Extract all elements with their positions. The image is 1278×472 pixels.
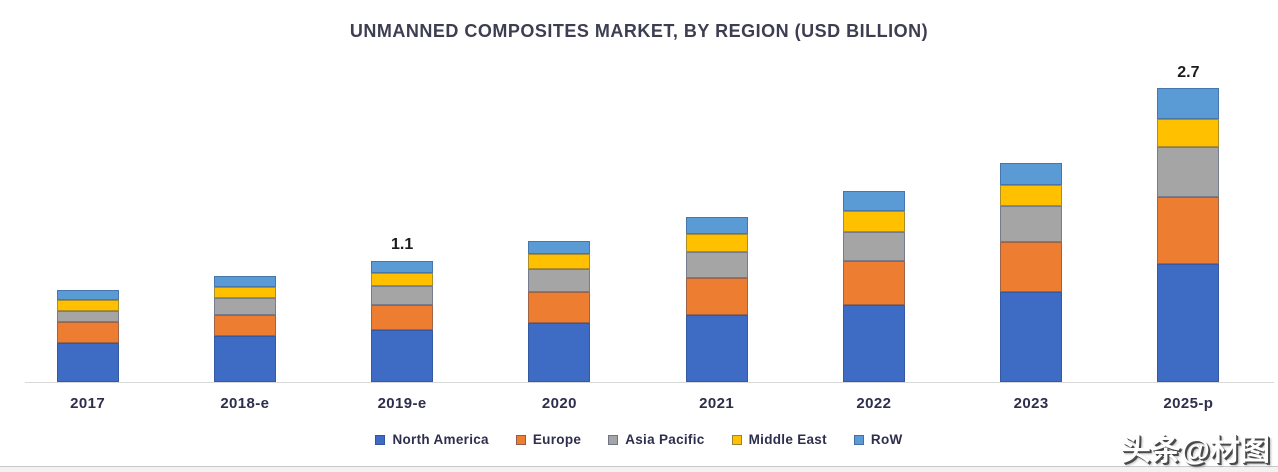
bar-stack [685, 217, 748, 382]
bar-segment-north-america [685, 315, 748, 382]
bar-column: 2018-e [166, 0, 323, 472]
bar-segment-north-america [1000, 292, 1063, 382]
bar-stack [1157, 88, 1220, 382]
x-axis-line [25, 382, 1274, 383]
x-axis-tick-label: 2022 [856, 395, 892, 412]
bar-segment-europe [213, 315, 276, 336]
bar-segment-middle-east [371, 273, 434, 286]
bar-segment-asia-pacific [528, 269, 591, 292]
bar-segment-middle-east [1157, 119, 1220, 147]
bar-segment-north-america [1157, 264, 1220, 382]
bar-segment-asia-pacific [1000, 206, 1063, 242]
bar-column: 2021 [638, 0, 795, 472]
bar-stack [213, 276, 276, 382]
bar-segment-north-america [842, 305, 905, 382]
x-axis-tick-label: 2018-e [220, 395, 270, 412]
bar-segment-middle-east [528, 254, 591, 269]
bar-segment-middle-east [685, 234, 748, 252]
bar-stack [56, 290, 119, 382]
bar-segment-europe [842, 261, 905, 305]
bar-segment-asia-pacific [1157, 147, 1220, 197]
bar-segment-asia-pacific [685, 252, 748, 278]
bar-segment-europe [1000, 242, 1063, 292]
bar-segment-asia-pacific [213, 298, 276, 315]
legend-swatch-icon [375, 434, 386, 445]
bar-segment-asia-pacific [56, 311, 119, 322]
legend-label: Europe [532, 432, 582, 447]
x-axis-tick-label: 2017 [70, 395, 106, 412]
bar-segment-row [685, 217, 748, 234]
bar-segment-row [371, 261, 434, 273]
bar-segment-row [1000, 163, 1063, 185]
bar-column: 2.7 2025-p [1110, 0, 1267, 472]
legend-item-middle-east: Middle East [731, 432, 827, 447]
bar-segment-europe [371, 305, 434, 330]
bar-segment-row [528, 241, 591, 254]
legend-swatch-icon [731, 434, 742, 445]
bar-segment-europe [1157, 197, 1220, 264]
legend-swatch-icon [515, 434, 526, 445]
x-axis-tick-label: 2023 [1013, 395, 1049, 412]
plot-area: 2017 2018-e 1.1 2019-e 2020 2021 2022 2023 2.7 20… [9, 0, 1267, 472]
bar-segment-row [842, 191, 905, 211]
bar-segment-north-america [56, 343, 119, 382]
watermark-text: 头条@材图 [1120, 434, 1270, 467]
bar-stack [1000, 163, 1063, 382]
legend-label: Middle East [748, 432, 827, 447]
bar-segment-middle-east [213, 287, 276, 298]
bar-column: 1.1 2019-e [324, 0, 481, 472]
bar-segment-asia-pacific [371, 286, 434, 305]
legend-label: North America [392, 432, 489, 447]
bar-segment-europe [528, 292, 591, 323]
bar-segment-row [1157, 88, 1220, 119]
bar-segment-row [213, 276, 276, 287]
bar-total-label: 1.1 [391, 236, 414, 253]
bar-total-label: 2.7 [1177, 64, 1200, 81]
bar-column: 2017 [9, 0, 166, 472]
bar-column: 2022 [795, 0, 952, 472]
bar-segment-row [56, 290, 119, 300]
bar-segment-north-america [213, 336, 276, 382]
bar-column: 2020 [481, 0, 638, 472]
chart-title: UNMANNED COMPOSITES MARKET, BY REGION (U… [349, 21, 929, 41]
legend-item-asia-pacific: Asia Pacific [608, 432, 704, 447]
legend-swatch-icon [853, 434, 864, 445]
bar-segment-europe [685, 278, 748, 315]
bar-stack [371, 261, 434, 382]
bar-column: 2023 [953, 0, 1110, 472]
bar-segment-middle-east [56, 300, 119, 311]
bar-segment-north-america [371, 330, 434, 382]
legend-item-north-america: North America [375, 432, 489, 447]
x-axis-tick-label: 2025-p [1163, 395, 1214, 412]
legend-item-europe: Europe [515, 432, 582, 447]
bottom-border-strip [0, 466, 1278, 472]
x-axis-tick-label: 2021 [699, 395, 735, 412]
legend-label: Asia Pacific [625, 432, 705, 447]
bar-segment-europe [56, 322, 119, 343]
bar-segment-north-america [528, 323, 591, 382]
x-axis-tick-label: 2020 [541, 395, 577, 412]
bar-segment-middle-east [842, 211, 905, 232]
bar-segment-middle-east [1000, 185, 1063, 206]
legend-swatch-icon [608, 434, 619, 445]
legend-label: RoW [870, 432, 903, 447]
legend: North America Europe Asia Pacific Middle Ea… [0, 432, 1278, 447]
bar-stack [528, 241, 591, 382]
x-axis-tick-label: 2019-e [377, 395, 427, 412]
bar-stack [842, 191, 905, 382]
bar-segment-asia-pacific [842, 232, 905, 261]
legend-item-row: RoW [853, 432, 903, 447]
